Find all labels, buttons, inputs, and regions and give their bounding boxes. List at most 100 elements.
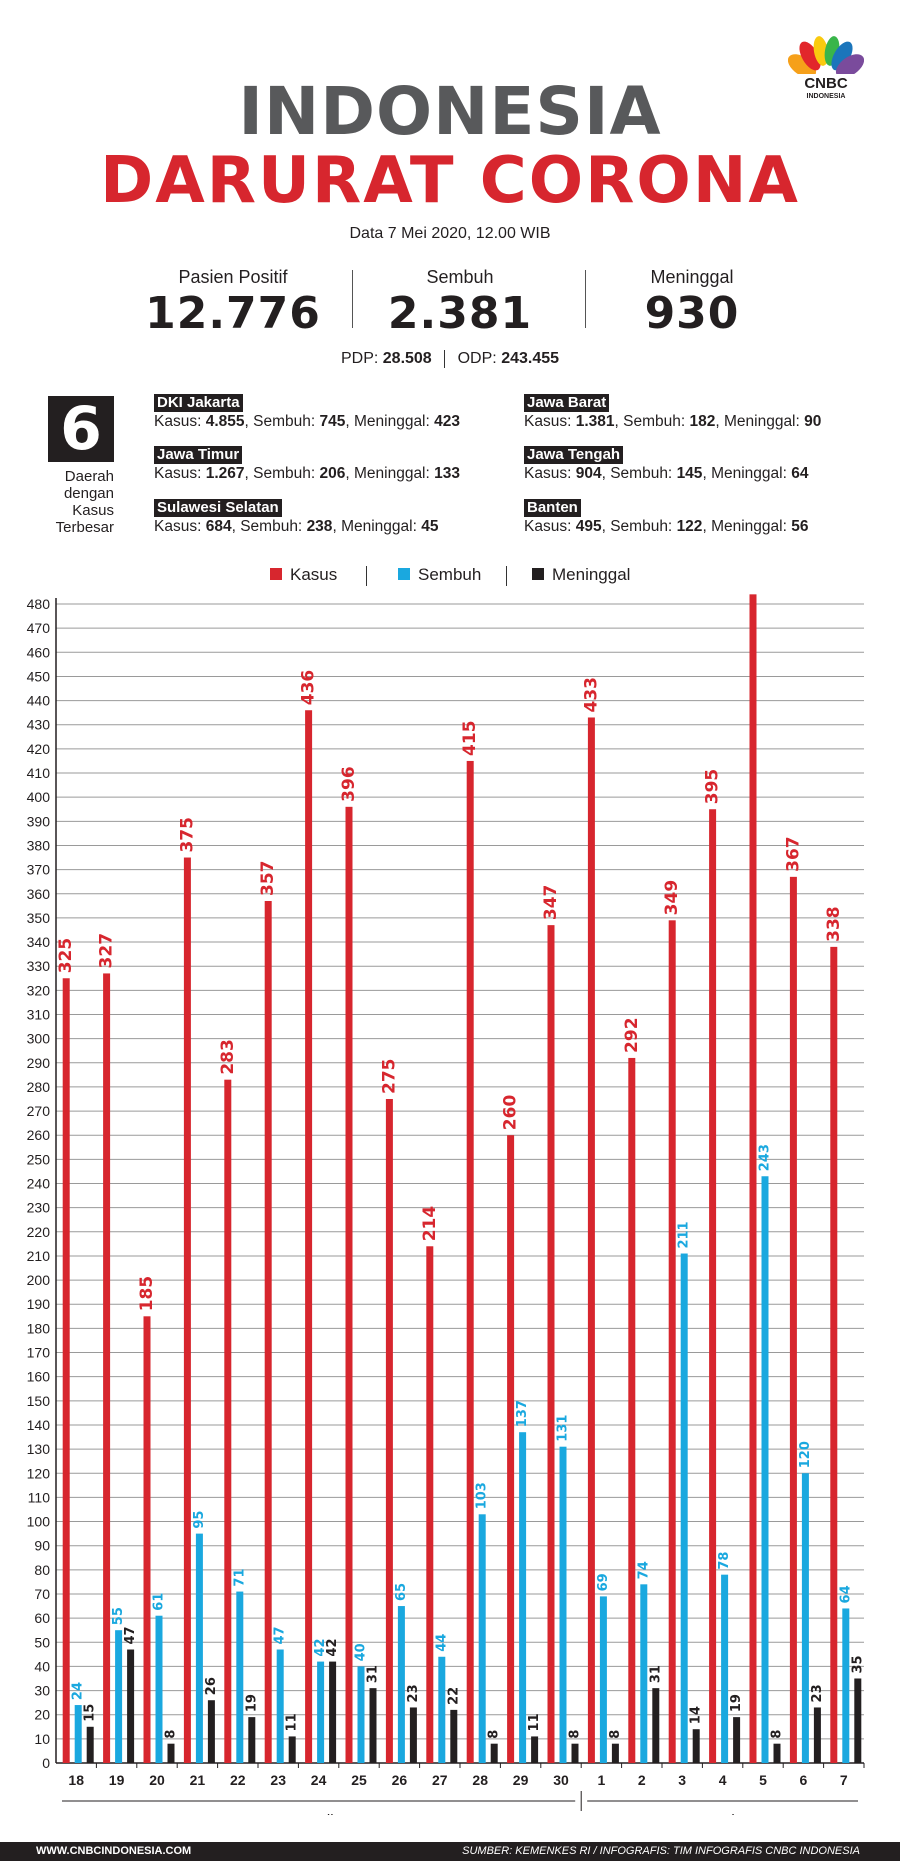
y-tick-label: 150 xyxy=(27,1393,51,1409)
divider xyxy=(366,566,367,586)
data-label: 367 xyxy=(783,836,803,872)
y-tick-label: 390 xyxy=(27,813,51,829)
bar-kasus xyxy=(345,806,353,1763)
data-label: 325 xyxy=(56,938,76,974)
data-label: 47 xyxy=(273,1626,288,1644)
stat-positive: Pasien Positif 12.776 xyxy=(118,266,348,340)
bar-meninggal xyxy=(248,1717,256,1763)
y-tick-label: 270 xyxy=(27,1103,51,1119)
data-label: 26 xyxy=(204,1677,219,1695)
data-label: 71 xyxy=(232,1568,247,1586)
data-date: Data 7 Mei 2020, 12.00 WIB xyxy=(349,225,551,242)
region-count-caption: Daerah dengan Kasus Terbesar xyxy=(20,468,114,536)
data-label: 283 xyxy=(218,1039,238,1075)
y-tick-label: 110 xyxy=(28,1489,51,1505)
legend-item-sembuh: Sembuh xyxy=(398,562,481,588)
x-tick-label: 28 xyxy=(472,1772,488,1788)
odp-label: ODP: xyxy=(457,350,497,368)
caption-line: Terbesar xyxy=(55,519,114,536)
data-label: 349 xyxy=(662,880,682,916)
footer-bar: WWW.CNBCINDONESIA.COM SUMBER: KEMENKES R… xyxy=(0,1842,900,1861)
y-tick-label: 280 xyxy=(27,1079,51,1095)
x-tick-label: 30 xyxy=(553,1772,569,1788)
bar-sembuh xyxy=(397,1606,405,1763)
logo-subtext: INDONESIA xyxy=(807,93,846,100)
data-label: 8 xyxy=(568,1730,583,1739)
bar-sembuh xyxy=(559,1446,567,1763)
data-label: 19 xyxy=(244,1694,259,1712)
bar-meninggal xyxy=(652,1688,660,1763)
data-label: 31 xyxy=(366,1665,381,1683)
region-name: Jawa Barat xyxy=(524,394,610,412)
divider xyxy=(585,270,586,328)
x-tick-label: 3 xyxy=(678,1772,686,1788)
chart-legend: Kasus Sembuh Meninggal xyxy=(0,562,900,588)
data-label: 185 xyxy=(137,1276,157,1312)
data-label: 35 xyxy=(850,1655,865,1673)
bar-sembuh xyxy=(438,1656,446,1763)
odp-value: 243.455 xyxy=(501,350,560,368)
bar-meninggal xyxy=(571,1743,579,1763)
pdp-label: PDP: xyxy=(340,350,379,368)
data-label: 47 xyxy=(123,1626,138,1644)
bar-kasus xyxy=(587,717,595,1764)
y-tick-label: 120 xyxy=(27,1465,51,1481)
bar-sembuh xyxy=(357,1666,365,1763)
y-tick-label: 240 xyxy=(27,1176,51,1192)
data-label: 211 xyxy=(677,1221,692,1248)
bar-meninggal xyxy=(167,1743,175,1763)
bar-meninggal xyxy=(531,1736,539,1763)
y-tick-label: 290 xyxy=(27,1055,51,1071)
y-tick-label: 450 xyxy=(27,668,51,684)
y-tick-label: 440 xyxy=(27,693,51,709)
x-tick-label: 23 xyxy=(270,1772,286,1788)
data-label: 433 xyxy=(581,677,601,713)
region-banten: Banten Kasus: 495, Sembuh: 122, Meningga… xyxy=(524,499,884,537)
data-label: 78 xyxy=(717,1552,732,1570)
region-sulawesi-selatan: Sulawesi Selatan Kasus: 684, Sembuh: 238… xyxy=(154,499,514,537)
y-tick-label: 340 xyxy=(27,934,51,950)
bar-sembuh xyxy=(276,1649,284,1763)
region-name: Banten xyxy=(524,499,581,517)
bar-sembuh xyxy=(721,1574,729,1763)
bar-meninggal xyxy=(450,1709,458,1763)
data-label: 61 xyxy=(152,1593,167,1611)
bar-meninggal xyxy=(288,1736,296,1763)
y-tick-label: 260 xyxy=(27,1127,51,1143)
caption-line: Kasus xyxy=(72,502,114,519)
bar-kasus xyxy=(830,946,838,1763)
cnbc-logo: CNBC INDONESIA xyxy=(787,36,865,106)
bar-kasus xyxy=(749,594,757,1763)
legend-swatch xyxy=(270,568,282,581)
region-details: Kasus: 4.855, Sembuh: 745, Meninggal: 42… xyxy=(154,413,460,430)
y-tick-label: 350 xyxy=(27,910,51,926)
data-label: 131 xyxy=(556,1415,571,1442)
bar-meninggal xyxy=(733,1717,741,1763)
x-tick-label: 29 xyxy=(513,1772,529,1788)
bar-meninggal xyxy=(773,1743,781,1763)
bar-sembuh xyxy=(74,1705,82,1763)
y-tick-label: 250 xyxy=(27,1151,51,1167)
region-name: DKI Jakarta xyxy=(154,394,243,412)
x-tick-label: 6 xyxy=(800,1772,808,1788)
y-tick-label: 420 xyxy=(27,741,51,757)
legend-label: Meninggal xyxy=(552,565,631,584)
data-label: 347 xyxy=(541,885,561,921)
caption-line: Daerah xyxy=(64,468,114,485)
data-label: 14 xyxy=(689,1706,704,1724)
bar-meninggal xyxy=(692,1729,700,1763)
data-label: 292 xyxy=(622,1017,642,1053)
data-label: 22 xyxy=(446,1687,461,1705)
legend-swatch xyxy=(532,568,544,581)
region-name: Sulawesi Selatan xyxy=(154,499,282,517)
region-details: Kasus: 684, Sembuh: 238, Meninggal: 45 xyxy=(154,518,439,535)
x-tick-label: 25 xyxy=(351,1772,367,1788)
bar-meninggal xyxy=(490,1743,498,1763)
caption-line: dengan xyxy=(63,485,114,502)
data-label: 415 xyxy=(460,720,480,756)
bar-sembuh xyxy=(761,1176,769,1763)
bar-meninggal xyxy=(86,1726,94,1763)
stat-value: 2.381 xyxy=(387,288,533,339)
peacock-icon: CNBC INDONESIA xyxy=(787,36,865,106)
data-label: 55 xyxy=(111,1607,126,1625)
